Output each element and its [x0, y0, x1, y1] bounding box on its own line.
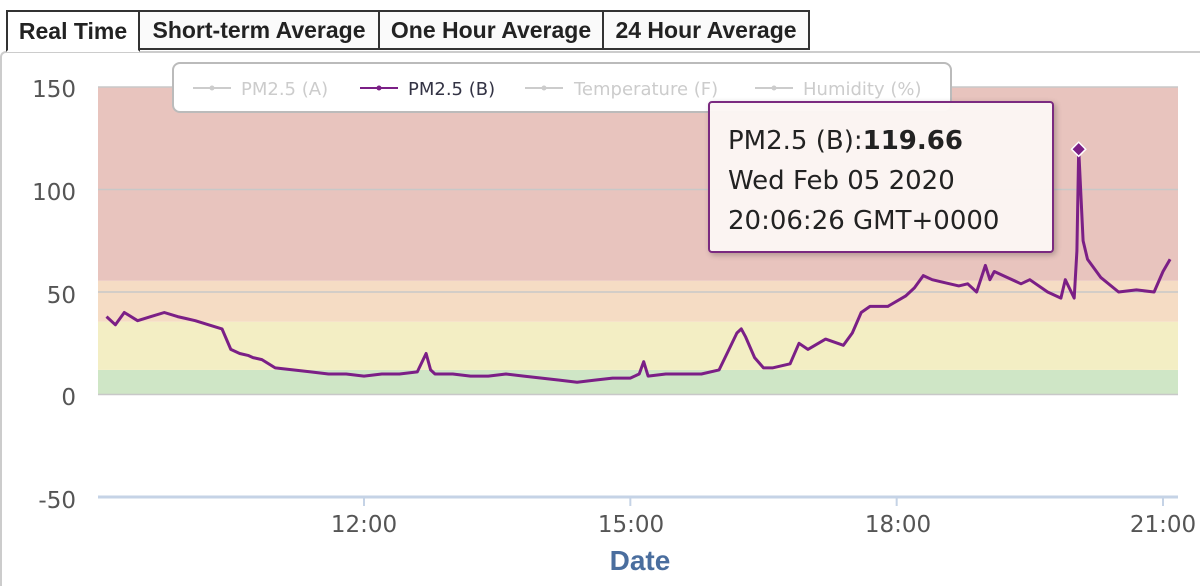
- aqi-band: [98, 280, 1178, 322]
- series-line: [105, 147, 1172, 384]
- x-tick-label: 18:00: [865, 512, 931, 538]
- tooltip-time: 20:06:26 GMT+0000: [728, 206, 1000, 236]
- legend-item-temperature[interactable]: Temperature (F): [525, 79, 718, 100]
- tooltip-date: Wed Feb 05 2020: [728, 166, 955, 196]
- y-tick-label: 150: [32, 77, 76, 103]
- legend-marker: [541, 85, 547, 91]
- aqi-band: [98, 321, 1178, 370]
- y-tick-label: 0: [61, 385, 76, 411]
- tab-24-hour-average[interactable]: 24 Hour Average: [604, 10, 810, 50]
- series-pm25-b: [105, 141, 1172, 384]
- x-tick-label: 15:00: [598, 512, 664, 538]
- legend-item-pm25-b[interactable]: PM2.5 (B): [360, 79, 495, 100]
- highlighted-point: [1070, 141, 1087, 158]
- y-tick-label: 100: [32, 180, 76, 206]
- y-tick-label: 50: [47, 283, 76, 309]
- x-tick-label: 21:00: [1130, 512, 1196, 538]
- legend-item-humidity[interactable]: Humidity (%): [755, 79, 922, 100]
- tab-one-hour-average[interactable]: One Hour Average: [380, 10, 604, 50]
- y-axis: 150 100 50 0 -50: [32, 77, 76, 514]
- legend-item-pm25-a[interactable]: PM2.5 (A): [193, 79, 328, 100]
- tab-short-term-average[interactable]: Short-term Average: [140, 10, 380, 50]
- y-tick-label: -50: [38, 488, 76, 514]
- x-axis-title: Date: [610, 545, 671, 576]
- data-tooltip: PM2.5 (B):119.66 Wed Feb 05 2020 20:06:2…: [708, 101, 1054, 253]
- tooltip-value: 119.66: [862, 126, 963, 156]
- legend-marker: [771, 85, 777, 91]
- legend: PM2.5 (A) PM2.5 (B) Temperature (F) Humi…: [172, 62, 952, 113]
- tooltip-series: PM2.5 (B):: [728, 126, 863, 156]
- legend-label: PM2.5 (B): [408, 79, 495, 100]
- x-axis: 12:00 15:00 18:00 21:00 Date: [98, 495, 1196, 576]
- legend-label: PM2.5 (A): [241, 79, 328, 100]
- chart-panel: [0, 51, 1200, 586]
- x-tick-label: 12:00: [331, 512, 397, 538]
- legend-marker: [209, 85, 215, 91]
- legend-label: Temperature (F): [573, 79, 718, 100]
- tab-bar: Real Time Short-term Average One Hour Av…: [6, 10, 810, 52]
- legend-marker: [376, 85, 382, 91]
- tab-real-time[interactable]: Real Time: [6, 10, 140, 52]
- legend-label: Humidity (%): [803, 79, 922, 100]
